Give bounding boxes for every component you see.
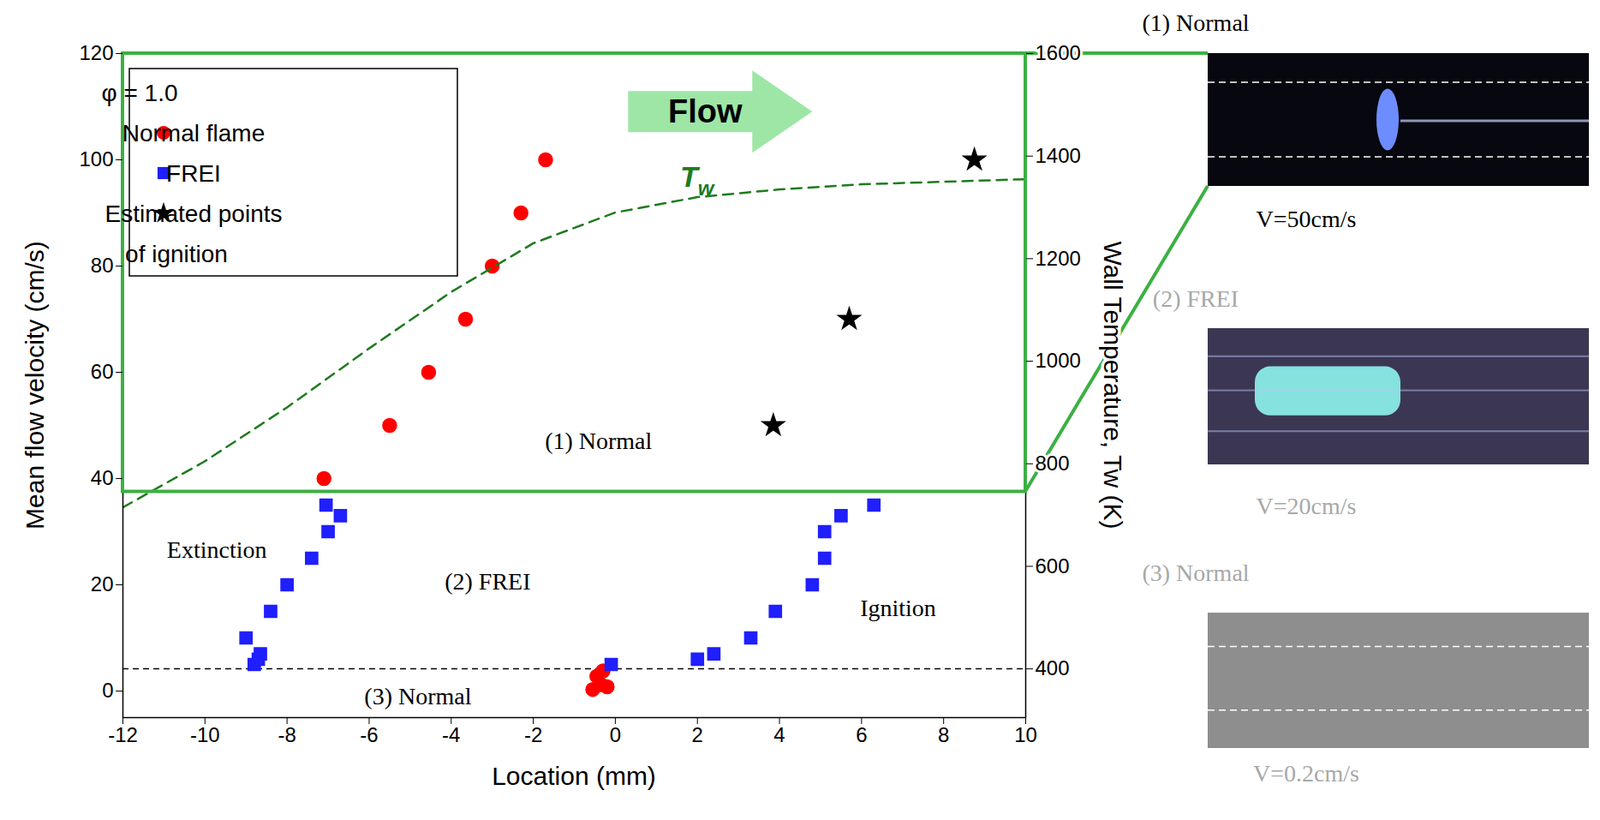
svg-text:800: 800 [1035, 451, 1070, 475]
svg-text:Flow: Flow [668, 93, 743, 130]
svg-text:40: 40 [90, 465, 114, 490]
svg-text:φ = 1.0: φ = 1.0 [101, 79, 179, 107]
svg-text:400: 400 [1035, 656, 1070, 680]
svg-text:20: 20 [90, 572, 114, 596]
svg-text:(3) Normal: (3) Normal [364, 682, 472, 710]
svg-text:(1) Normal: (1) Normal [544, 427, 652, 454]
svg-text:10: 10 [1014, 722, 1038, 747]
svg-text:6: 6 [855, 722, 867, 747]
svg-text:(2) FREI: (2) FREI [1152, 285, 1239, 312]
svg-text:Estimated points: Estimated points [105, 200, 283, 227]
svg-text:FREI: FREI [166, 160, 221, 187]
svg-text:1000: 1000 [1035, 348, 1081, 372]
svg-text:V=20cm/s: V=20cm/s [1256, 492, 1357, 520]
svg-text:120: 120 [78, 41, 114, 65]
svg-text:1400: 1400 [1035, 143, 1081, 168]
svg-text:60: 60 [90, 359, 114, 383]
svg-text:Tw: Tw [680, 160, 716, 200]
svg-text:0: 0 [609, 722, 621, 747]
svg-text:0: 0 [101, 678, 114, 702]
svg-text:4: 4 [773, 722, 785, 747]
svg-text:8: 8 [937, 722, 950, 747]
svg-text:(2) FREI: (2) FREI [444, 567, 531, 595]
svg-text:1600: 1600 [1035, 41, 1081, 65]
svg-text:Location (mm): Location (mm) [491, 761, 657, 790]
svg-text:(3) Normal: (3) Normal [1141, 559, 1249, 586]
svg-text:-6: -6 [359, 722, 378, 747]
svg-text:Mean flow velocity (cm/s): Mean flow velocity (cm/s) [20, 240, 49, 530]
svg-text:100: 100 [78, 147, 114, 171]
svg-text:-12: -12 [107, 722, 138, 747]
svg-text:1200: 1200 [1035, 246, 1081, 270]
svg-text:80: 80 [90, 253, 114, 277]
svg-text:-4: -4 [441, 722, 460, 747]
svg-text:Wall Temperature, Tw (K): Wall Temperature, Tw (K) [1098, 240, 1128, 529]
svg-text:-10: -10 [190, 722, 221, 747]
svg-text:V=0.2cm/s: V=0.2cm/s [1253, 759, 1360, 787]
svg-text:(1) Normal: (1) Normal [1141, 9, 1249, 36]
svg-text:V=50cm/s: V=50cm/s [1256, 205, 1357, 233]
svg-text:Ignition: Ignition [859, 594, 937, 621]
svg-text:2: 2 [692, 722, 704, 747]
svg-text:-8: -8 [277, 722, 296, 747]
svg-text:Extinction: Extinction [167, 536, 268, 563]
svg-text:Normal flame: Normal flame [122, 119, 265, 147]
svg-text:of ignition: of ignition [125, 240, 228, 268]
svg-text:600: 600 [1035, 554, 1070, 578]
svg-text:-2: -2 [524, 722, 543, 747]
